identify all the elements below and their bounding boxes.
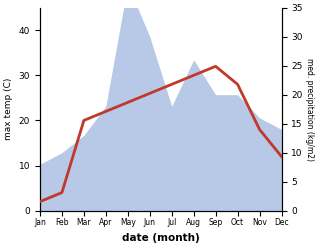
Y-axis label: max temp (C): max temp (C): [4, 78, 13, 140]
Y-axis label: med. precipitation (kg/m2): med. precipitation (kg/m2): [305, 58, 314, 161]
X-axis label: date (month): date (month): [122, 233, 200, 243]
